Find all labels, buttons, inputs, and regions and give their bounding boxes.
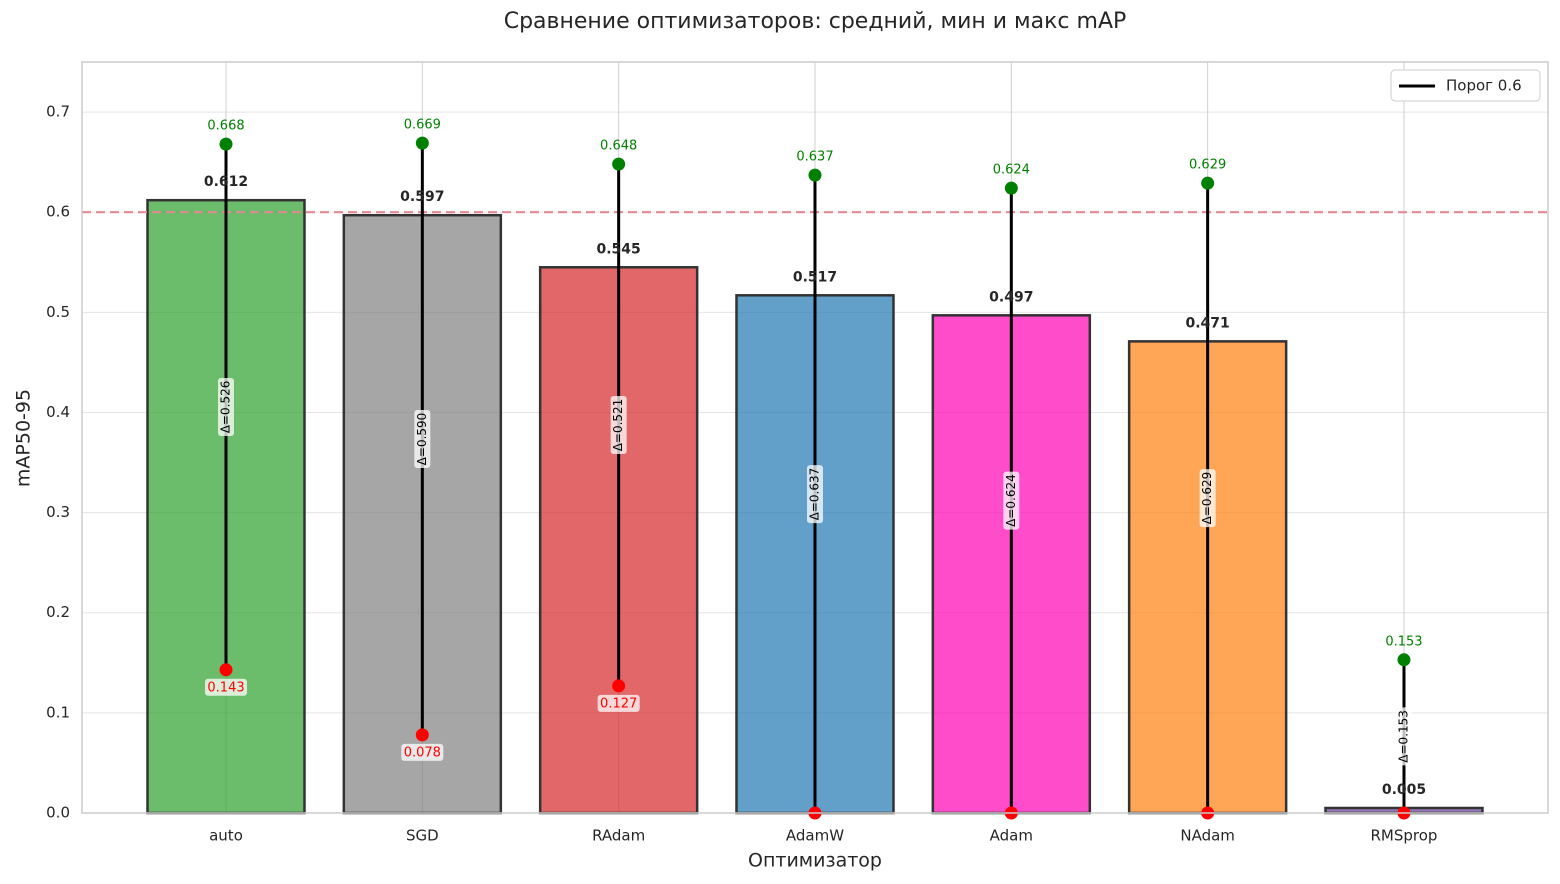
y-tick-label: 0.1 <box>46 703 70 721</box>
delta-label-box <box>1395 707 1412 766</box>
x-tick-label: AdamW <box>786 827 844 845</box>
delta-label: Δ=0.590 <box>415 413 429 466</box>
x-tick-label: RMSprop <box>1371 827 1438 845</box>
delta-label: Δ=0.629 <box>1200 472 1214 525</box>
max-point <box>1201 176 1215 190</box>
legend-box <box>1390 69 1541 102</box>
min-label-box <box>205 678 247 696</box>
max-point <box>808 168 822 182</box>
delta-label: Δ=0.526 <box>219 381 233 434</box>
y-tick-label: 0.4 <box>46 403 70 421</box>
y-tick-label: 0.7 <box>46 103 70 121</box>
max-label: 0.629 <box>1189 158 1226 173</box>
max-label: 0.624 <box>993 163 1030 178</box>
max-label: 0.153 <box>1385 634 1422 649</box>
delta-label-box <box>1199 469 1216 528</box>
y-tick-label: 0.3 <box>46 503 70 521</box>
mean-label: 0.597 <box>400 189 444 205</box>
delta-label: Δ=0.637 <box>807 468 821 521</box>
max-point <box>415 136 429 150</box>
max-label: 0.648 <box>600 139 637 154</box>
max-point <box>612 157 626 171</box>
mean-label: 0.497 <box>989 289 1033 305</box>
delta-label-box <box>610 395 627 454</box>
x-tick-label: Adam <box>990 827 1033 845</box>
x-tick-label: auto <box>209 827 243 845</box>
mean-label: 0.545 <box>597 241 641 257</box>
max-label: 0.668 <box>207 119 244 134</box>
x-tick-label: NAdam <box>1180 827 1235 845</box>
max-point <box>1397 653 1411 667</box>
min-label: 0.127 <box>600 696 637 711</box>
delta-label: Δ=0.521 <box>611 399 625 452</box>
delta-label-box <box>1003 471 1020 530</box>
delta-label-box <box>806 465 823 524</box>
mean-label: 0.471 <box>1186 315 1230 331</box>
min-point <box>612 679 626 693</box>
min-label: 0.143 <box>207 680 244 695</box>
min-label: 0.078 <box>404 745 441 760</box>
max-label: 0.637 <box>796 150 833 165</box>
y-tick-label: 0.6 <box>46 203 70 221</box>
mean-label: 0.517 <box>793 269 837 285</box>
plot-frame <box>81 61 1549 814</box>
min-label-box <box>597 694 640 712</box>
mean-label: 0.005 <box>1382 782 1426 798</box>
x-axis-label: Оптимизатор <box>748 850 882 872</box>
delta-label-box <box>414 410 431 469</box>
chart-title: Сравнение оптимизаторов: средний, мин и … <box>504 9 1127 34</box>
y-tick-label: 0.0 <box>46 804 70 822</box>
delta-label: Δ=0.624 <box>1004 474 1018 527</box>
max-point <box>219 137 233 151</box>
min-label-box <box>401 743 444 761</box>
x-tick-label: SGD <box>406 827 439 845</box>
max-label: 0.669 <box>404 118 441 133</box>
y-axis-label: mAP50-95 <box>13 389 35 487</box>
y-tick-label: 0.2 <box>46 603 70 621</box>
y-tick-label: 0.5 <box>46 303 70 321</box>
delta-label-box <box>218 377 234 436</box>
min-point <box>415 728 429 742</box>
min-point <box>219 663 233 677</box>
mean-label: 0.612 <box>204 174 248 190</box>
delta-label: Δ=0.153 <box>1396 710 1410 763</box>
x-tick-label: RAdam <box>592 827 645 845</box>
max-point <box>1004 181 1018 195</box>
legend-label: Порог 0.6 <box>1446 77 1522 95</box>
